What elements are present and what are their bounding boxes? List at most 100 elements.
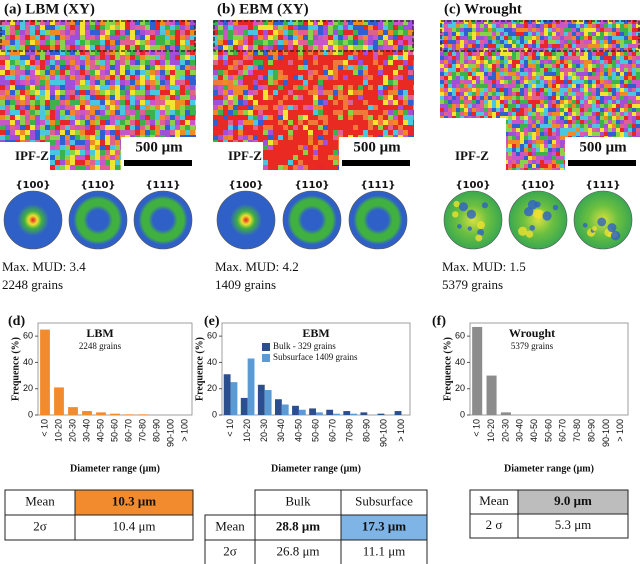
pole-label: {100}	[455, 180, 490, 191]
grain	[358, 60, 363, 65]
grain	[564, 80, 568, 84]
grain	[588, 132, 592, 136]
grain	[378, 20, 383, 25]
grain	[353, 55, 358, 60]
grain	[580, 40, 584, 44]
grain	[620, 132, 624, 136]
grain	[604, 68, 608, 72]
grain	[80, 90, 85, 95]
grain	[80, 140, 85, 145]
grain	[496, 104, 500, 108]
grain	[468, 100, 472, 104]
grain	[500, 104, 504, 108]
grain	[15, 90, 20, 95]
grain	[472, 96, 476, 100]
grain	[616, 128, 620, 132]
grain	[456, 48, 460, 52]
grain	[120, 25, 125, 30]
grain	[488, 100, 492, 104]
grain	[536, 68, 540, 72]
grain	[0, 135, 5, 140]
grain	[65, 110, 70, 115]
grain	[580, 28, 584, 32]
grain	[628, 44, 632, 48]
grain	[636, 76, 640, 80]
grain	[363, 120, 368, 125]
grain	[383, 110, 388, 115]
grain	[560, 32, 564, 36]
grain	[624, 36, 628, 40]
grain	[548, 164, 552, 168]
grain	[476, 84, 480, 88]
grain	[616, 100, 620, 104]
grain	[263, 100, 268, 105]
grain	[328, 45, 333, 50]
grain	[313, 120, 318, 125]
x-tick-label: > 100	[179, 419, 189, 442]
grain	[608, 56, 612, 60]
grain	[358, 100, 363, 105]
grain	[363, 65, 368, 70]
grain	[338, 50, 343, 55]
grain	[110, 85, 115, 90]
bar	[40, 329, 50, 415]
grain	[568, 88, 572, 92]
grain	[105, 85, 110, 90]
grain	[105, 80, 110, 85]
grain	[328, 80, 333, 85]
grain	[632, 52, 636, 56]
grain	[195, 50, 196, 55]
grain	[572, 112, 576, 116]
grain	[596, 68, 600, 72]
grain	[592, 72, 596, 76]
grain	[536, 104, 540, 108]
grain	[576, 128, 580, 132]
grain	[70, 35, 75, 40]
grain	[273, 140, 278, 145]
pole-label: {110}	[80, 180, 115, 191]
grain	[596, 28, 600, 32]
grain	[165, 75, 170, 80]
grain	[120, 110, 125, 115]
grain	[500, 92, 504, 96]
grain	[15, 25, 20, 30]
grain	[25, 110, 30, 115]
grain	[584, 52, 588, 56]
grain	[238, 85, 243, 90]
grain	[353, 110, 358, 115]
grain	[55, 125, 60, 130]
grain	[243, 50, 248, 55]
grain	[125, 45, 130, 50]
grain	[45, 55, 50, 60]
grain	[268, 115, 273, 120]
grain	[333, 110, 338, 115]
grain	[170, 75, 175, 80]
grain	[35, 40, 40, 45]
grain	[508, 80, 512, 84]
grain	[488, 72, 492, 76]
grain	[528, 24, 532, 28]
x-tick-label: 80-90	[362, 419, 372, 442]
grain	[596, 88, 600, 92]
table-cell	[254, 489, 342, 516]
grain	[308, 60, 313, 65]
grain	[516, 20, 520, 24]
grain	[480, 52, 484, 56]
grain	[504, 56, 508, 60]
grain	[15, 95, 20, 100]
grain	[388, 90, 393, 95]
grain	[293, 120, 298, 125]
grain	[248, 50, 253, 55]
grain	[616, 92, 620, 96]
grain	[110, 35, 115, 40]
grain	[323, 120, 328, 125]
grain	[298, 65, 303, 70]
grain	[556, 156, 560, 160]
grain	[100, 100, 105, 105]
grain	[145, 75, 150, 80]
grain	[548, 20, 552, 24]
grain	[536, 48, 540, 52]
grain	[55, 100, 60, 105]
grain	[293, 90, 298, 95]
grain	[85, 155, 90, 160]
